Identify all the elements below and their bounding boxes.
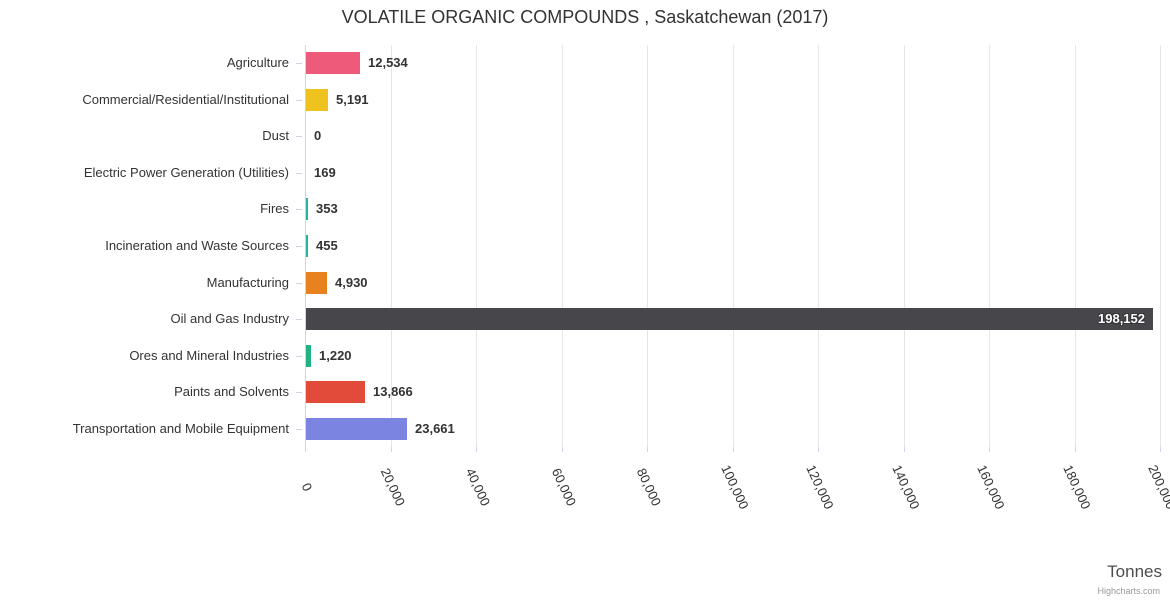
value-label: 0 [314,128,322,144]
x-axis-tick-label: 40,000 [462,465,494,509]
category-label: Electric Power Generation (Utilities) [83,164,289,180]
category-label: Fires [260,201,289,217]
category-label: Commercial/Residential/Institutional [82,91,289,107]
highcharts-credits-link[interactable]: Highcharts.com [1097,586,1160,596]
category-tick [296,136,302,138]
category-label: Ores and Mineral Industries [129,347,289,363]
x-axis-tick [989,447,990,452]
bar[interactable] [306,381,365,403]
category-tick [296,355,302,357]
x-axis-tick [1160,447,1161,452]
gridline [1074,45,1076,447]
category-tick [296,99,302,101]
bar[interactable] [306,308,1153,330]
x-axis-tick-label: 120,000 [803,462,837,512]
category-tick [296,282,302,284]
value-label: 169 [314,164,336,180]
x-axis-tick-label: 0 [298,480,316,494]
x-axis-tick-label: 180,000 [1059,462,1094,512]
gridline [1160,45,1161,447]
x-axis-tick [903,447,905,452]
bar[interactable] [306,52,360,74]
value-label: 13,866 [373,384,413,400]
gridline [818,45,819,447]
x-axis-tick [818,447,819,452]
x-axis-tick [647,447,648,452]
category-label: Transportation and Mobile Equipment [72,420,289,436]
value-label: 23,661 [415,420,455,436]
gridline [476,45,477,447]
category-tick [296,319,302,321]
x-axis-tick-label: 200,000 [1145,462,1170,512]
x-axis-tick [1074,447,1076,452]
x-axis-tick [305,447,306,452]
x-axis-tick [390,447,392,452]
gridline [390,45,392,447]
gridline [561,45,563,447]
category-label: Paints and Solvents [174,384,289,400]
category-tick [296,63,302,65]
category-label: Dust [262,128,289,144]
category-label: Manufacturing [206,274,289,290]
category-tick [296,392,302,394]
category-label: Agriculture [226,55,289,71]
x-axis-tick [476,447,477,452]
bar[interactable] [306,89,328,111]
x-axis-tick [561,447,563,452]
value-label: 4,930 [335,274,368,290]
gridline [732,45,734,447]
x-axis-tick-label: 80,000 [633,465,665,509]
category-tick [296,172,302,174]
value-label: 5,191 [336,91,369,107]
category-axis-line [305,45,306,447]
x-axis-tick-label: 60,000 [548,465,579,509]
value-label: 1,220 [319,347,352,363]
value-label: 12,534 [368,55,408,71]
x-axis-tick-label: 160,000 [974,462,1008,512]
bar[interactable] [306,235,308,257]
x-axis-tick-label: 20,000 [377,465,408,509]
category-label: Oil and Gas Industry [170,311,290,327]
x-axis-title: Tonnes [1107,562,1162,581]
bar[interactable] [306,345,311,367]
x-axis-tick [732,447,734,452]
bar[interactable] [306,198,308,220]
category-tick [296,209,302,211]
x-axis-tick-label: 140,000 [888,462,923,512]
value-label: 353 [316,201,338,217]
gridline [903,45,905,447]
chart-title: VOLATILE ORGANIC COMPOUNDS , Saskatchewa… [341,7,829,27]
category-tick [296,428,302,430]
category-label: Incineration and Waste Sources [105,238,289,253]
x-axis-tick-label: 100,000 [717,462,752,512]
gridline [647,45,648,447]
bar[interactable] [306,418,407,440]
bar[interactable] [306,272,327,294]
value-label: 455 [316,238,338,253]
gridline [989,45,990,447]
value-label: 198,152 [1098,311,1145,327]
category-tick [296,246,302,247]
